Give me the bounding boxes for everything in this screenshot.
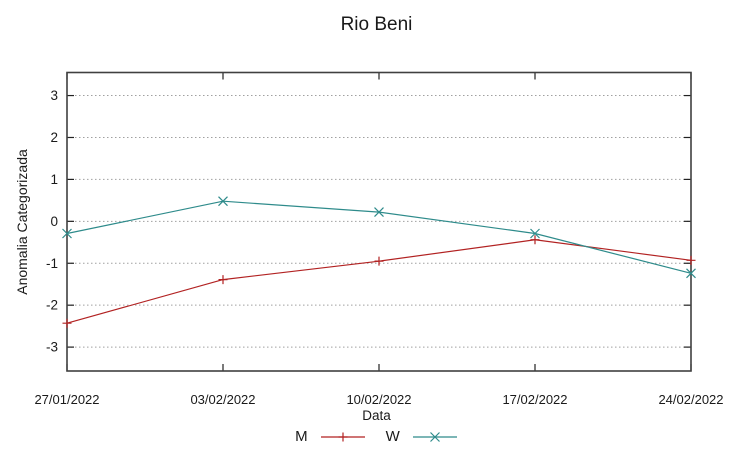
y-tick-label: 0 xyxy=(50,214,58,229)
marker-plus-M xyxy=(374,256,384,266)
legend-sample-W xyxy=(412,431,457,442)
marker-plus-M xyxy=(530,235,540,245)
marker-cross-W xyxy=(374,207,384,218)
legend-label: W xyxy=(385,428,400,445)
y-tick-label: 1 xyxy=(50,172,58,187)
x-tick-label: 10/02/2022 xyxy=(346,392,411,407)
marker-plus-M xyxy=(686,255,696,265)
y-tick-label: 2 xyxy=(50,130,58,145)
x-axis-label: Data xyxy=(362,408,391,423)
marker-cross-W xyxy=(530,228,540,239)
x-tick-label: 17/02/2022 xyxy=(502,392,567,407)
marker-cross-W xyxy=(218,196,228,207)
y-tick-label: -3 xyxy=(46,340,58,355)
legend-sample-M xyxy=(320,432,365,441)
marker-plus-M xyxy=(218,275,228,285)
series-line-M xyxy=(66,239,692,324)
legend-sample-marker-plus xyxy=(338,432,348,441)
x-tick-label: 24/02/2022 xyxy=(658,392,723,407)
y-tick-label: 3 xyxy=(50,88,58,103)
y-tick-label: -1 xyxy=(46,256,58,271)
y-axis-label: Anomalia Categorizada xyxy=(14,149,30,295)
plot-border xyxy=(66,71,692,372)
legend-label: M xyxy=(295,428,308,445)
legend-item-M: M xyxy=(295,428,366,445)
legend-item-W: W xyxy=(386,428,458,445)
y-tick-label: -2 xyxy=(46,298,58,313)
x-tick-label: 27/01/2022 xyxy=(34,392,99,407)
marker-cross-W xyxy=(62,228,72,239)
marker-plus-M xyxy=(62,318,72,328)
marker-cross-W xyxy=(686,268,696,279)
legend-sample-marker-cross xyxy=(429,431,440,442)
chart-title: Rio Beni xyxy=(340,14,413,35)
x-tick-label: 03/02/2022 xyxy=(190,392,255,407)
